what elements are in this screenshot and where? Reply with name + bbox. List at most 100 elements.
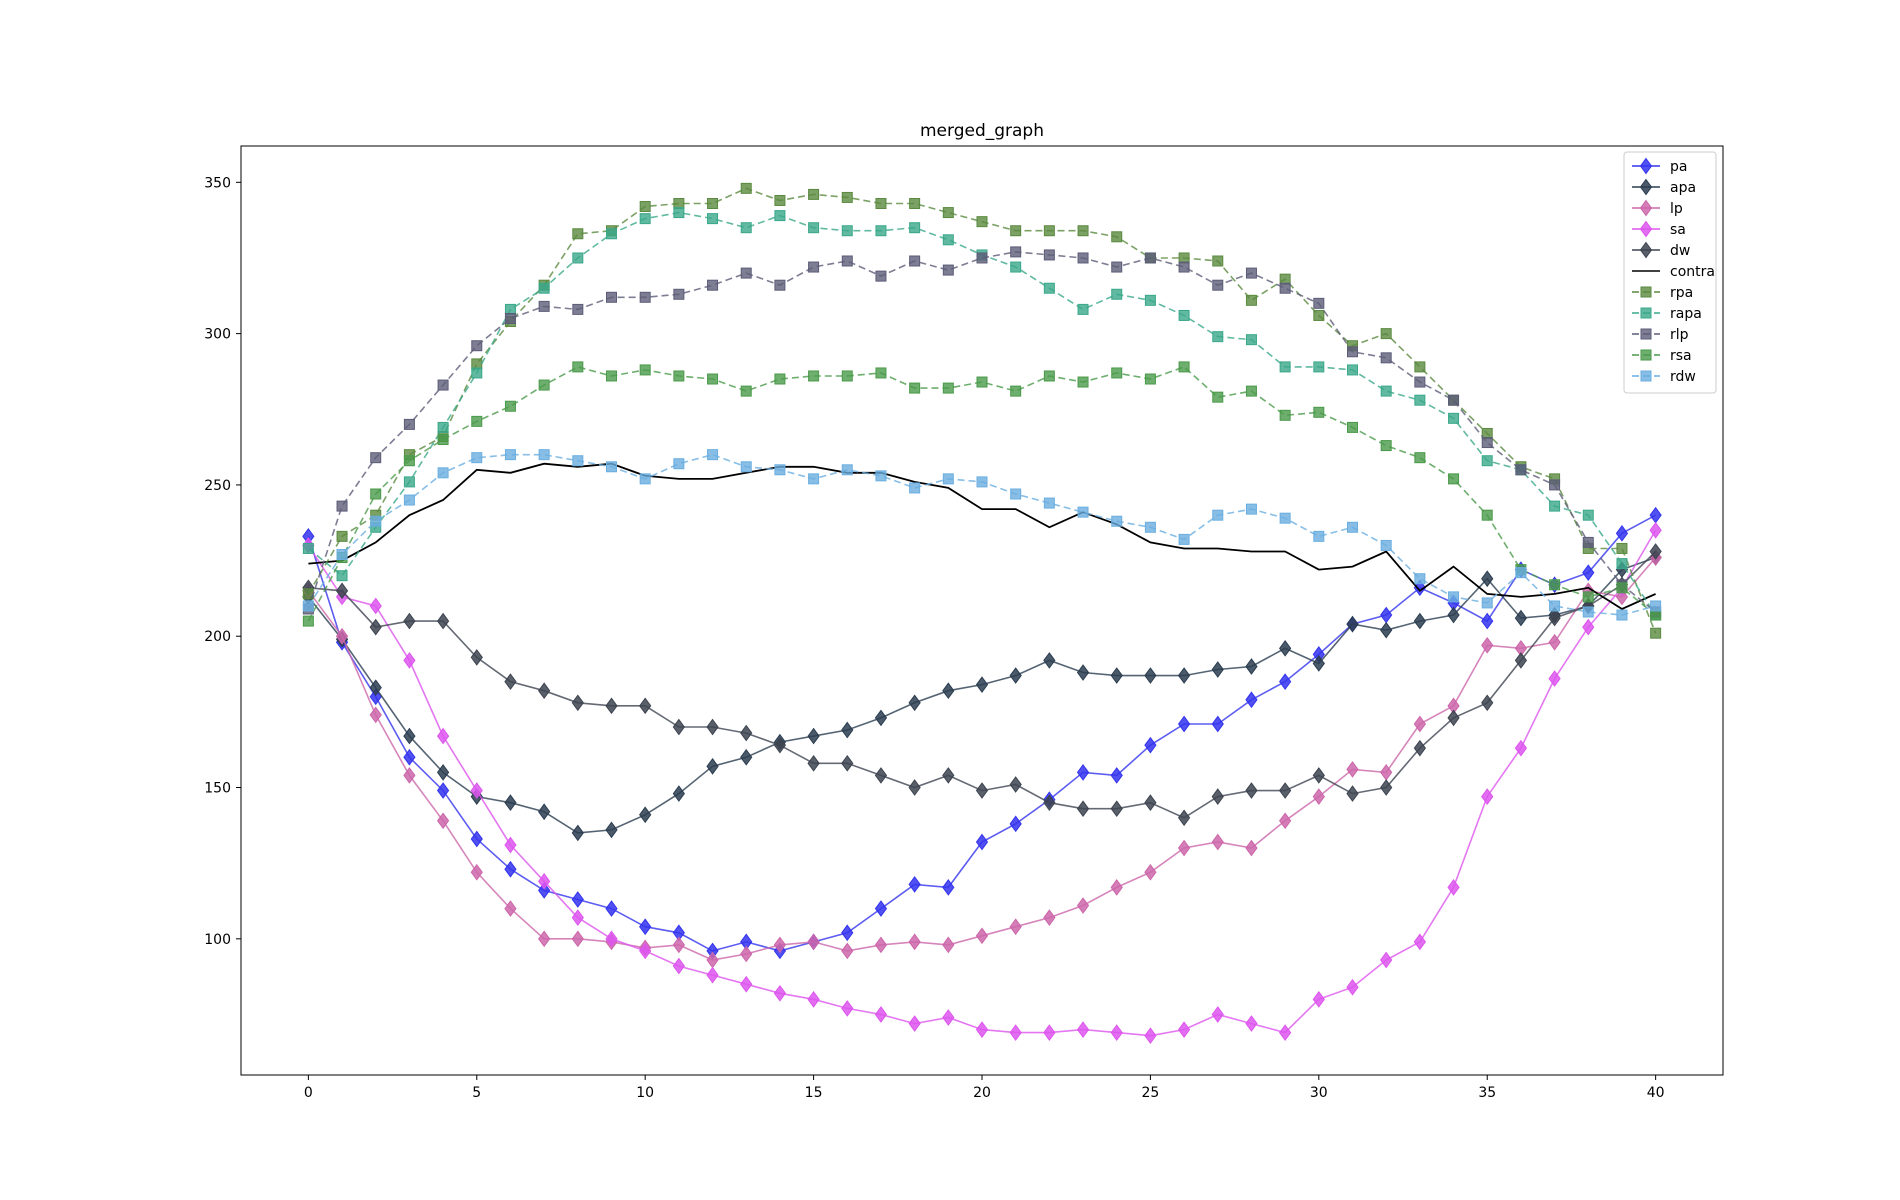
sa-point (1649, 521, 1662, 539)
rdw-point (808, 473, 820, 485)
rlp-point (572, 303, 584, 315)
rsa-point (370, 488, 382, 500)
dw-point (1211, 788, 1224, 805)
lp-point (1043, 909, 1056, 926)
rsa-point (841, 370, 853, 382)
legend-item-rsa: rsa (1632, 348, 1692, 364)
dw-point (436, 612, 450, 630)
apa-point (1177, 667, 1191, 684)
lp-point (1548, 633, 1561, 651)
rpa-point (740, 182, 752, 194)
lp-point (1076, 897, 1090, 914)
rsa-point (1245, 385, 1257, 397)
rapa-point (1313, 361, 1325, 373)
rpa-point (774, 194, 786, 206)
apa-point (1380, 621, 1393, 639)
pa-point (504, 860, 517, 878)
rpa-point (909, 197, 921, 209)
rpa-point (673, 197, 685, 209)
apa-point (1043, 652, 1056, 669)
apa-point (1144, 667, 1157, 684)
rdw-point (336, 549, 348, 561)
rlp-point (1279, 282, 1291, 294)
sa-point (1481, 788, 1494, 805)
sa-point (571, 909, 584, 926)
pa-point (1144, 736, 1157, 754)
rdw-point (606, 461, 617, 473)
rpa-point (1212, 255, 1224, 267)
rlp-point (1347, 346, 1358, 358)
legend-item-rdw: rdw (1632, 369, 1696, 385)
dw-point (1346, 785, 1359, 802)
rpa-point (841, 191, 853, 203)
rapa-point (1111, 288, 1123, 300)
rapa-point (1178, 309, 1190, 321)
sa-point (504, 836, 517, 854)
sa-point (1144, 1027, 1157, 1045)
sa-point (942, 1009, 955, 1026)
y-tick-label: 250 (204, 478, 231, 494)
x-tick-label: 15 (805, 1085, 823, 1101)
rdw-point (1481, 597, 1493, 609)
rsa-point (403, 455, 415, 467)
rapa-point (1448, 412, 1460, 424)
rlp-point (909, 255, 921, 267)
legend-item-apa: apa (1632, 178, 1696, 196)
rsa-point (1077, 376, 1089, 388)
apa-point (571, 824, 584, 842)
pa-point (1245, 691, 1258, 709)
rdw-point (1414, 573, 1426, 585)
apa-point (1514, 609, 1528, 627)
lp-point (807, 933, 820, 951)
rapa-point (1582, 509, 1594, 521)
x-tick-label: 40 (1647, 1085, 1665, 1101)
rlp-point (1515, 464, 1527, 476)
x-axis-ticks: 0 5 10 15 20 25 30 35 40 (304, 1075, 1665, 1101)
apa-point (369, 679, 382, 697)
rlp-point (370, 452, 382, 464)
apa-point (1110, 667, 1123, 684)
rsa-point (1111, 367, 1123, 379)
sa-point (403, 652, 416, 669)
apa-point (538, 803, 551, 821)
pa-point (1110, 767, 1123, 784)
sa-point (369, 597, 382, 615)
rsa-point (572, 361, 584, 373)
dw-point (538, 682, 551, 700)
rsa-point (1414, 452, 1426, 464)
rapa-point (808, 222, 820, 234)
pa-point (908, 876, 921, 893)
sa-point (1413, 933, 1426, 951)
sa-point (773, 984, 787, 1002)
pa-point (874, 900, 888, 917)
rlp-point (808, 261, 820, 273)
lp-point (874, 936, 888, 954)
rapa-point (336, 570, 348, 582)
rpa-point (639, 201, 651, 213)
rpa-point (1313, 309, 1325, 321)
legend-item-rlp: rlp (1632, 327, 1689, 343)
lp-point (436, 812, 450, 830)
rapa-point (1380, 385, 1392, 397)
dw-point (403, 612, 416, 630)
apa-point (841, 721, 854, 739)
dw-point (1009, 776, 1022, 793)
rsa-point (1010, 385, 1022, 397)
rdw-point (1010, 488, 1022, 500)
chart-title: merged_graph (920, 121, 1044, 141)
dw-point (1649, 543, 1662, 560)
rsa-point (437, 434, 449, 446)
dw-point (1110, 800, 1123, 818)
sa-point (1279, 1024, 1292, 1041)
rpa-point (942, 207, 954, 219)
rapa-point (1414, 394, 1426, 406)
rapa-point (572, 252, 584, 264)
rdw-point (1043, 497, 1055, 509)
rsa-point (707, 373, 719, 385)
apa-point (672, 785, 685, 802)
legend-swatch-point (1640, 286, 1652, 298)
series-line-rsa (307, 365, 1657, 622)
legend-label: rsa (1670, 348, 1692, 364)
rsa-point (1178, 361, 1190, 373)
rapa-point (942, 234, 954, 246)
